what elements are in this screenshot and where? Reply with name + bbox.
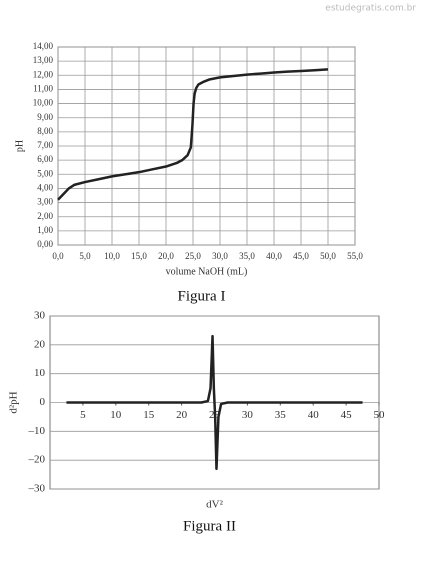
data-line (66, 334, 363, 471)
y-tick-label: 30 (34, 310, 46, 322)
y-tick-label: 20 (34, 338, 46, 350)
x-tick-label: 45 (341, 409, 353, 421)
y-tick-label: 1,00 (37, 225, 53, 235)
y-tick-label: 4,00 (37, 182, 53, 192)
x-axis-label: volume NaOH (mL) (166, 266, 248, 277)
x-tick-label: 5,0 (79, 251, 91, 261)
y-tick-label: –20 (28, 454, 46, 466)
y-tick-label: 9,00 (37, 112, 53, 122)
x-tick-label: 55,0 (347, 251, 363, 261)
y-axis-label: pH (14, 140, 25, 152)
x-tick-label: 20 (176, 409, 188, 421)
y-tick-label: 7,00 (37, 140, 53, 150)
y-tick-label: –30 (28, 483, 46, 495)
x-tick-label: 45,0 (293, 251, 309, 261)
x-tick-label: 20,0 (158, 251, 174, 261)
y-tick-label: 5,00 (37, 168, 53, 178)
y-tick-label: 14,00 (33, 41, 54, 51)
y-tick-label: 0,00 (37, 239, 53, 249)
x-tick-label: 10,0 (104, 251, 120, 261)
x-tick-label: 10 (110, 409, 122, 421)
y-tick-label: 3,00 (37, 197, 53, 207)
y-axis-label: d²pH (8, 391, 20, 413)
y-tick-label: 2,00 (37, 211, 53, 221)
x-tick-label: 40 (308, 409, 320, 421)
x-tick-label: 0,0 (52, 251, 64, 261)
y-tick-label: 13,00 (33, 55, 54, 65)
x-axis-label: dV² (206, 499, 223, 511)
x-tick-label: 50,0 (320, 251, 336, 261)
y-tick-label: 6,00 (37, 154, 53, 164)
x-tick-label: 30 (242, 409, 254, 421)
x-tick-label: 40,0 (266, 251, 282, 261)
x-tick-label: 15,0 (131, 251, 147, 261)
x-tick-label: 35 (275, 409, 287, 421)
x-tick-label: 30,0 (212, 251, 228, 261)
watermark: estudegratis.com.br (325, 4, 416, 14)
y-tick-label: 10,00 (33, 98, 54, 108)
x-tick-label: 5 (80, 409, 86, 421)
x-tick-label: 50 (374, 409, 386, 421)
y-tick-label: –10 (28, 425, 46, 437)
figure-caption: Figura II (183, 518, 236, 534)
y-tick-label: 11,00 (33, 83, 53, 93)
x-tick-label: 35,0 (239, 251, 255, 261)
y-tick-label: 12,00 (33, 69, 54, 79)
figure-caption: Figura I (178, 288, 226, 304)
x-tick-label: 25,0 (185, 251, 201, 261)
data-line (57, 68, 329, 201)
y-tick-label: 10 (34, 367, 46, 379)
y-tick-label: 0 (40, 396, 46, 408)
x-tick-label: 15 (143, 409, 155, 421)
y-tick-label: 8,00 (37, 126, 53, 136)
